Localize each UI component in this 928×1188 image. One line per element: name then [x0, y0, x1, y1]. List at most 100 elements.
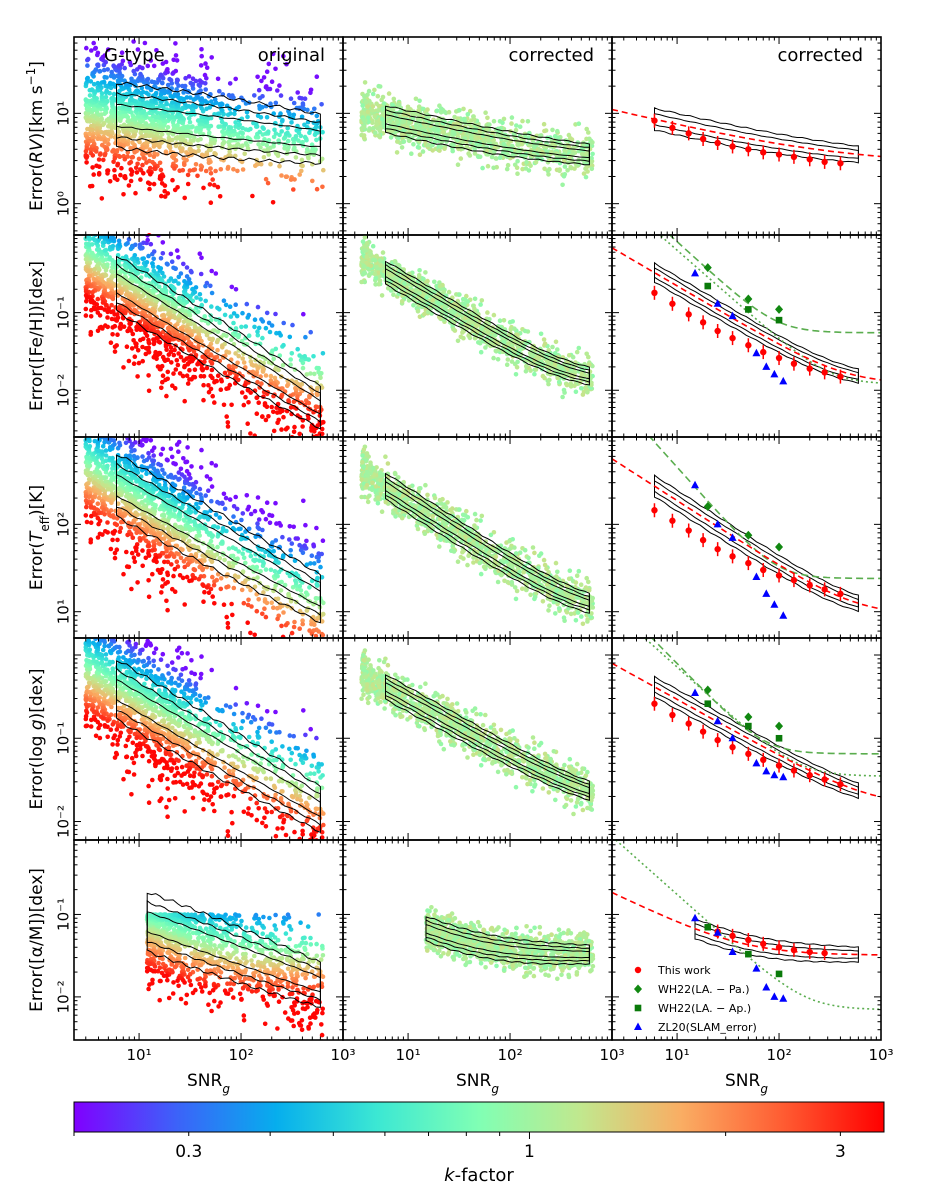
data-point — [198, 297, 203, 302]
data-point — [146, 253, 151, 259]
data-point — [315, 130, 320, 135]
data-point — [151, 341, 157, 347]
data-point — [446, 109, 452, 115]
data-point — [467, 108, 473, 114]
data-point — [584, 126, 589, 132]
data-point — [151, 249, 157, 254]
data-point — [106, 141, 111, 147]
data-point — [105, 30, 110, 35]
y-tick-label: 10¹ — [55, 101, 73, 126]
data-point — [85, 56, 91, 62]
data-point — [91, 267, 97, 273]
data-point — [318, 375, 323, 381]
data-point — [101, 67, 107, 73]
data-point — [125, 241, 130, 246]
data-point — [243, 141, 249, 146]
data-point — [97, 215, 102, 220]
data-point — [85, 269, 91, 274]
data-point — [126, 358, 132, 364]
data-point — [236, 353, 241, 359]
data-point — [111, 63, 116, 68]
data-point — [374, 121, 379, 126]
data-point — [485, 115, 490, 121]
data-point — [162, 284, 168, 290]
data-point — [317, 431, 323, 436]
data-point — [237, 371, 242, 376]
data-point — [140, 151, 145, 157]
data-point — [288, 177, 294, 182]
data-point — [313, 404, 319, 410]
data-point — [110, 325, 115, 330]
data-point — [566, 132, 572, 138]
data-point — [501, 141, 507, 147]
data-point — [395, 139, 400, 144]
data-point — [131, 39, 136, 44]
data-point — [87, 93, 93, 98]
data-point — [173, 266, 178, 271]
data-point — [151, 355, 157, 360]
data-point — [98, 136, 104, 142]
data-point — [163, 377, 168, 383]
data-point — [141, 109, 147, 114]
data-point — [210, 177, 215, 182]
this-work-point — [729, 143, 736, 150]
data-point — [221, 402, 227, 408]
data-point — [257, 341, 263, 347]
data-point — [199, 96, 205, 101]
data-point — [185, 124, 191, 129]
data-point — [321, 440, 326, 445]
data-point — [140, 245, 145, 251]
data-point — [308, 371, 313, 376]
data-point — [291, 187, 296, 192]
data-point — [133, 165, 139, 171]
data-point — [386, 110, 391, 116]
data-point — [164, 261, 170, 267]
data-point — [299, 157, 305, 163]
this-work-point — [745, 146, 752, 153]
data-point — [188, 95, 193, 100]
data-point — [208, 386, 214, 392]
data-point — [388, 135, 394, 140]
data-point — [256, 400, 262, 406]
data-point — [386, 91, 392, 96]
data-point — [266, 61, 272, 67]
data-point — [312, 472, 317, 477]
data-point — [135, 47, 141, 52]
panel-r0-c2 — [612, 107, 881, 171]
data-point — [181, 358, 187, 363]
this-work-point — [806, 156, 813, 163]
data-point — [229, 284, 235, 290]
data-point — [148, 58, 154, 63]
data-point — [181, 319, 187, 325]
data-point — [300, 101, 306, 106]
data-point — [209, 99, 214, 104]
data-point — [151, 144, 157, 149]
data-point — [110, 296, 116, 302]
data-point — [367, 126, 372, 131]
data-point — [267, 86, 273, 92]
data-point — [227, 149, 232, 154]
data-point — [256, 142, 261, 147]
data-point — [245, 114, 250, 120]
data-point — [129, 172, 134, 177]
data-point — [288, 362, 293, 368]
data-point — [112, 155, 118, 161]
data-point — [145, 63, 151, 69]
data-point — [211, 140, 217, 146]
data-point — [589, 166, 595, 172]
data-point — [233, 302, 238, 308]
data-point — [547, 166, 552, 172]
data-point — [149, 98, 154, 104]
data-point — [176, 351, 181, 356]
data-point — [207, 130, 212, 135]
data-point — [391, 96, 397, 102]
data-point — [180, 373, 186, 379]
data-point — [153, 166, 158, 172]
data-point — [112, 312, 117, 317]
data-point — [376, 83, 382, 89]
data-point — [509, 143, 515, 149]
data-point — [256, 87, 262, 93]
data-point — [266, 138, 272, 143]
data-point — [316, 365, 322, 371]
data-point — [587, 146, 593, 152]
